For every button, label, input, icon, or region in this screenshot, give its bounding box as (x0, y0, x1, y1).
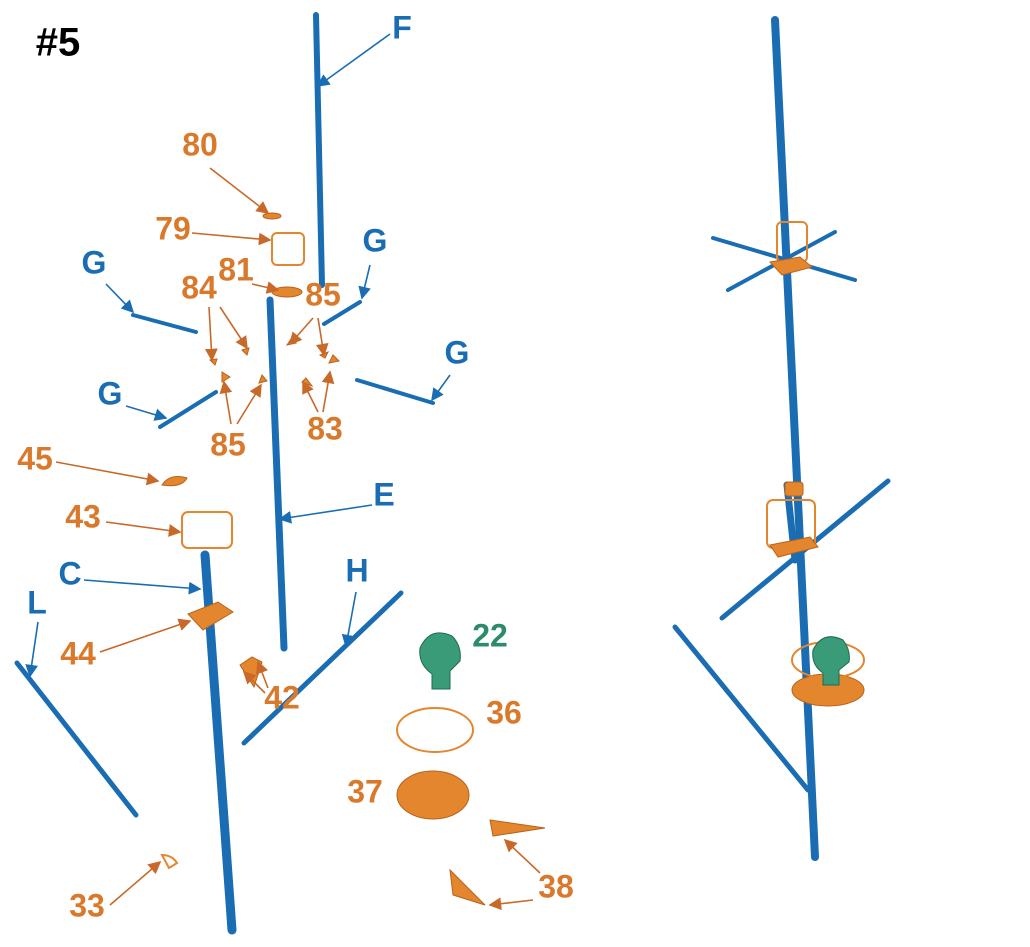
part-label: G (98, 375, 123, 411)
part-label: 85 (210, 426, 246, 462)
part-label: 85 (305, 276, 341, 312)
part-label: 79 (155, 210, 191, 246)
diagram: #5 (0, 0, 1030, 947)
part-label: 33 (69, 887, 105, 923)
part-label: 81 (218, 251, 254, 287)
part-label: C (58, 555, 81, 591)
part-label: 84 (181, 269, 217, 305)
part-label: 45 (17, 440, 53, 476)
part-label: 22 (472, 617, 508, 653)
part-label: 44 (60, 635, 96, 671)
part-label: L (27, 584, 47, 620)
part-label: 80 (182, 126, 218, 162)
part-label: 83 (307, 410, 343, 446)
part-label: 42 (264, 679, 300, 715)
part-label: G (445, 334, 470, 370)
part-label: 43 (65, 498, 101, 534)
part-label: F (392, 9, 412, 45)
part-label: 38 (538, 868, 574, 904)
part-label: G (82, 244, 107, 280)
step-title: #5 (36, 21, 81, 65)
part-label: 36 (486, 694, 522, 730)
part-label: G (363, 222, 388, 258)
part-label: 37 (347, 773, 383, 809)
part-label: E (373, 476, 394, 512)
part-label: H (345, 552, 368, 588)
labels: F 80 79 G G G G 81 84 85 85 83 45 E 43 C… (17, 9, 574, 923)
